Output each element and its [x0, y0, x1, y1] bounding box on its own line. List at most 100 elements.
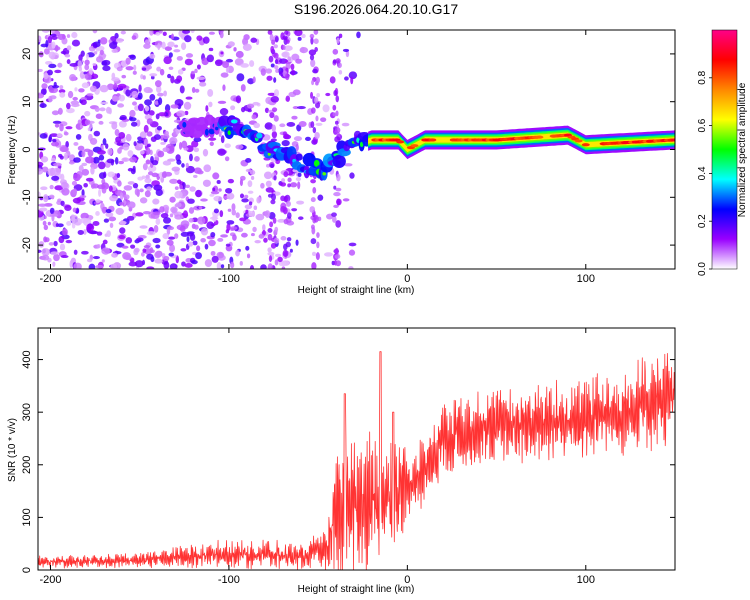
noise-blob: [209, 141, 214, 147]
noise-blob: [291, 115, 298, 120]
noise-blob: [146, 131, 153, 137]
noise-blob: [121, 74, 127, 79]
noise-blob: [47, 221, 51, 226]
noise-blob: [227, 208, 232, 212]
noise-blob: [229, 226, 238, 230]
noise-blob: [248, 210, 255, 217]
noise-blob: [110, 35, 117, 42]
noise-blob: [247, 109, 252, 113]
noise-blob: [212, 187, 216, 192]
noise-blob: [39, 133, 48, 139]
noise-blob: [174, 214, 184, 220]
noise-blob: [226, 223, 231, 231]
noise-blob: [52, 120, 62, 124]
noise-streak: [310, 224, 315, 230]
noise-blob: [41, 248, 50, 256]
noise-blob: [297, 172, 302, 177]
noise-streak: [333, 89, 338, 97]
ridge-blob: [218, 115, 231, 128]
noise-blob: [207, 89, 214, 97]
ridge-core: [215, 126, 219, 131]
noise-blob: [344, 163, 353, 167]
noise-blob: [74, 87, 78, 92]
noise-blob: [332, 215, 337, 223]
ridge-core: [256, 132, 263, 139]
noise-streak: [285, 73, 290, 81]
noise-blob: [65, 126, 73, 130]
noise-blob: [43, 224, 49, 231]
noise-blob: [295, 58, 303, 64]
noise-streak: [281, 266, 286, 269]
noise-streak: [267, 228, 273, 233]
noise-blob: [118, 94, 125, 102]
noise-blob: [155, 217, 161, 226]
noise-streak: [329, 76, 336, 84]
noise-blob: [108, 216, 117, 222]
noise-blob: [270, 63, 275, 68]
noise-blob: [290, 69, 296, 76]
noise-blob: [54, 69, 62, 74]
noise-streak: [286, 212, 292, 219]
noise-blob: [219, 31, 224, 39]
noise-blob: [297, 181, 301, 190]
noise-blob: [147, 88, 153, 93]
noise-blob: [187, 241, 194, 247]
noise-streak: [309, 206, 316, 213]
noise-blob: [151, 159, 159, 166]
noise-blob: [132, 101, 138, 106]
noise-streak: [332, 59, 337, 64]
noise-blob: [133, 64, 137, 71]
ridge-band-layer: [368, 132, 675, 153]
noise-blob: [176, 75, 183, 83]
noise-blob: [96, 150, 106, 155]
noise-blob: [239, 217, 247, 222]
noise-blob: [38, 93, 45, 99]
noise-blob: [154, 100, 159, 105]
noise-blob: [114, 128, 120, 137]
noise-blob: [266, 75, 273, 81]
noise-blob: [260, 264, 267, 269]
noise-blob: [179, 225, 186, 232]
noise-blob: [168, 66, 174, 71]
noise-blob: [101, 59, 111, 66]
noise-blob: [213, 195, 223, 202]
noise-blob: [143, 138, 149, 147]
noise-blob: [185, 184, 190, 189]
noise-blob: [295, 177, 302, 182]
noise-blob: [281, 178, 286, 183]
noise-blob: [279, 123, 286, 128]
noise-blob: [139, 150, 145, 155]
noise-streak: [273, 65, 279, 70]
noise-blob: [107, 171, 116, 178]
noise-blob: [116, 38, 124, 43]
noise-blob: [210, 223, 216, 227]
noise-blob: [42, 220, 47, 226]
noise-blob: [106, 83, 115, 91]
noise-blob: [106, 158, 115, 164]
noise-blob: [152, 198, 160, 205]
noise-blob: [157, 97, 163, 105]
noise-blob: [73, 249, 78, 255]
noise-blob: [163, 261, 170, 269]
noise-blob: [167, 41, 175, 48]
noise-blob: [90, 166, 95, 175]
noise-blob: [227, 41, 235, 47]
noise-blob: [105, 143, 109, 149]
noise-blob: [61, 181, 69, 189]
noise-blob: [116, 142, 123, 146]
noise-blob: [173, 49, 181, 53]
noise-blob: [204, 243, 209, 250]
noise-blob: [200, 198, 208, 202]
noise-blob: [170, 104, 179, 109]
noise-blob: [292, 106, 299, 110]
noise-blob: [127, 201, 136, 209]
noise-blob: [83, 182, 88, 188]
noise-streak: [335, 260, 342, 267]
noise-streak: [334, 136, 341, 143]
noise-blob: [189, 233, 196, 241]
noise-blob: [54, 123, 60, 128]
noise-streak: [280, 205, 287, 212]
noise-blob: [222, 61, 230, 68]
noise-blob: [322, 104, 330, 113]
